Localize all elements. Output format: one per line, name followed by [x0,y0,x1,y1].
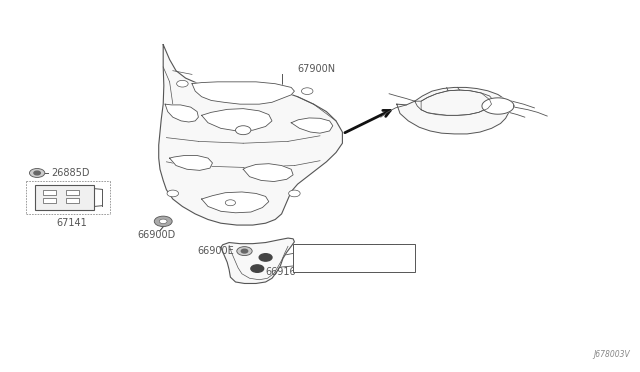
Circle shape [251,265,264,272]
Circle shape [177,80,188,87]
Circle shape [225,200,236,206]
Text: 66916: 66916 [266,267,296,277]
Bar [293,244,415,272]
Polygon shape [170,155,212,170]
Text: J678003V: J678003V [594,350,630,359]
Polygon shape [291,118,333,133]
Bar [43,198,56,203]
Text: 66900D: 66900D [138,230,176,240]
Polygon shape [221,238,294,283]
Text: 66901(LH): 66901(LH) [357,253,404,262]
Circle shape [167,190,179,197]
Circle shape [29,169,45,177]
Text: 67900N: 67900N [298,64,336,74]
Circle shape [301,88,313,94]
Circle shape [236,126,251,135]
Polygon shape [202,192,269,213]
Polygon shape [397,87,509,134]
Text: 66900EA: 66900EA [296,248,336,257]
Polygon shape [159,45,342,225]
Polygon shape [192,82,294,104]
Bar [35,185,94,210]
Bar [66,198,79,203]
Circle shape [237,247,252,256]
Circle shape [34,171,40,175]
Text: 66900(RH): 66900(RH) [357,244,406,253]
Circle shape [159,219,167,224]
Circle shape [241,249,248,253]
Bar [43,190,56,195]
Circle shape [289,190,300,197]
Polygon shape [202,109,272,131]
Polygon shape [482,98,514,114]
Circle shape [259,254,272,261]
Text: 67141: 67141 [56,218,87,228]
Polygon shape [165,104,198,122]
Bar [66,190,79,195]
Polygon shape [243,164,293,182]
Circle shape [154,216,172,227]
Text: 26885D: 26885D [51,168,90,178]
Text: 66900E: 66900E [197,246,234,256]
